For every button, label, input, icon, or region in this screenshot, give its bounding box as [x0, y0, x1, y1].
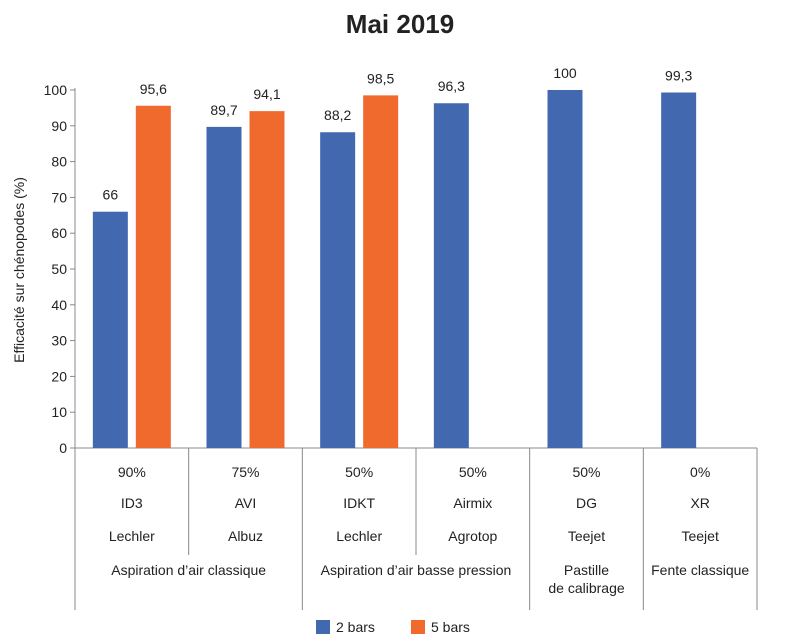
legend-label: 2 bars — [336, 619, 375, 635]
data-label: 88,2 — [324, 107, 351, 123]
category-model-label: Airmix — [453, 495, 492, 511]
data-label: 89,7 — [210, 102, 237, 118]
plot-area: 0 10 20 30 40 50 60 70 80 90 100 66 95,6 90% ID3 Lechle… — [44, 65, 758, 635]
y-tick-label: 40 — [51, 297, 67, 313]
bar-2-bars — [320, 132, 356, 448]
y-tick-label: 100 — [44, 82, 68, 98]
bar-2-bars — [433, 103, 469, 448]
category-brand-label: Agrotop — [448, 528, 497, 544]
data-label: 96,3 — [438, 78, 465, 94]
y-tick-label: 20 — [51, 368, 67, 384]
legend-swatch — [316, 620, 330, 634]
y-tick-label: 60 — [51, 225, 67, 241]
bar-2-bars — [206, 126, 242, 449]
data-label: 95,6 — [140, 81, 167, 97]
group-label: Fente classique — [651, 562, 749, 578]
category-brand-label: Albuz — [228, 528, 263, 544]
bar-5-bars — [363, 95, 399, 449]
y-tick-label: 50 — [51, 261, 67, 277]
bar-2-bars — [92, 211, 128, 448]
category-brand-label: Lechler — [336, 528, 382, 544]
data-label: 98,5 — [367, 70, 394, 86]
chart-title: Mai 2019 — [346, 9, 454, 39]
y-tick-label: 70 — [51, 189, 67, 205]
category-brand-label: Teejet — [568, 528, 605, 544]
legend-label: 5 bars — [431, 619, 470, 635]
bar-5-bars — [135, 105, 171, 448]
legend-swatch — [411, 620, 425, 634]
group-label: Pastille — [564, 562, 609, 578]
category-percent-label: 90% — [118, 464, 146, 480]
data-label: 66 — [103, 187, 119, 203]
category-percent-label: 50% — [459, 464, 487, 480]
y-tick-label: 30 — [51, 333, 67, 349]
category-brand-label: Lechler — [109, 528, 155, 544]
category-model-label: ID3 — [121, 495, 143, 511]
group-label: de calibrage — [548, 580, 624, 596]
category-brand-label: Teejet — [681, 528, 718, 544]
y-axis-label: Efficacité sur chénopodes (%) — [11, 177, 27, 363]
category-percent-label: 50% — [345, 464, 373, 480]
category-model-label: DG — [576, 495, 597, 511]
data-label: 99,3 — [665, 68, 692, 84]
group-label: Aspiration d’air basse pression — [321, 562, 512, 578]
y-tick-label: 10 — [51, 404, 67, 420]
category-model-label: IDKT — [343, 495, 375, 511]
category-model-label: XR — [690, 495, 709, 511]
bar-2-bars — [661, 92, 697, 449]
y-tick-label: 80 — [51, 154, 67, 170]
category-percent-label: 0% — [690, 464, 710, 480]
data-label: 94,1 — [253, 86, 280, 102]
y-tick-label: 0 — [59, 440, 67, 456]
category-percent-label: 75% — [231, 464, 259, 480]
bar-5-bars — [249, 111, 285, 448]
bar-2-bars — [547, 90, 583, 448]
group-label: Aspiration d’air classique — [111, 562, 266, 578]
category-percent-label: 50% — [572, 464, 600, 480]
y-tick-label: 90 — [51, 118, 67, 134]
data-label: 100 — [553, 65, 577, 81]
category-model-label: AVI — [235, 495, 257, 511]
